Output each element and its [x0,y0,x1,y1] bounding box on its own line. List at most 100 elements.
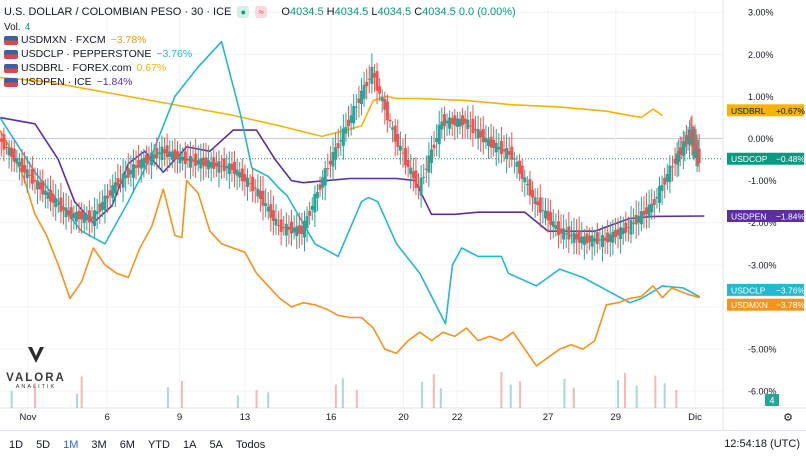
volume-bar [635,385,638,408]
candle-body [284,223,288,236]
candle-body [660,185,664,191]
volume-bar [334,384,337,408]
x-tick-label: 9 [177,412,182,423]
candle-body [163,149,167,154]
candle-body [567,226,571,240]
candle-body [624,222,628,233]
legend-item[interactable]: USDPEN · ICE −1.84% [4,75,516,89]
open-value: 4034.5 [289,6,324,18]
range-button[interactable]: 3M [91,439,107,451]
symbol-title[interactable]: U.S. DOLLAR / COLOMBIAN PESO · 30 · ICE [4,6,232,18]
candle-body [479,130,483,138]
range-button[interactable]: 1D [9,439,24,451]
candle-body [207,160,211,170]
candle-body [543,210,547,219]
legend-item[interactable]: USDCLP · PEPPERSTONE −3.76% [4,47,516,61]
y-tick-label: -5.00% [748,345,777,355]
volume-bar [509,384,512,408]
range-button[interactable]: 6M [119,439,135,451]
candle-body [642,210,646,216]
candle-body [461,115,465,126]
candle-body [678,147,682,155]
badge-value-box [777,104,804,117]
range-button[interactable]: YTD [147,439,170,451]
candle-body [33,180,37,182]
candle-body [562,228,566,240]
candle-body [404,148,408,166]
candle-body [590,235,594,247]
candle-body [225,165,229,169]
candle-body [645,207,649,214]
range-button[interactable]: 5A [209,439,223,451]
candle-body [393,125,397,142]
candle-body [217,161,221,173]
badge-value-box [777,298,804,311]
candle-body [300,225,304,235]
candle-body [80,211,84,220]
series-line-usdbrl[interactable] [0,76,663,138]
badge-label: USDPEN [731,212,766,222]
volume-bar [572,387,575,408]
candle-body [608,234,612,242]
series-line-usdpen[interactable] [0,116,705,232]
candle-body [176,151,180,160]
candle-body [401,152,405,154]
volume-bar [75,393,78,408]
volume-bar [267,392,270,408]
candle-body [212,157,216,169]
candle-body [56,203,60,205]
candle-body [186,158,190,161]
candle-body [569,235,573,237]
utc-clock[interactable]: 12:54:18 (UTC) [724,438,800,450]
candle-body [139,159,143,169]
candle-body [233,161,237,175]
candle-body [38,182,42,190]
candle-body [453,115,457,126]
range-button[interactable]: 1A [182,439,197,451]
ohlc-readout: O4034.5 H4034.5 L4034.5 C4034.5 0.0 (0.0… [281,6,516,18]
candle-body [655,196,659,199]
candle-body [261,190,265,206]
range-button[interactable]: 5D [36,439,51,451]
legend-item[interactable]: USDMXN · FXCM −3.78% [4,33,516,47]
candle-body [613,230,617,238]
wave-icon[interactable]: ≈ [255,6,268,18]
candle-body [585,233,589,244]
candle-body [7,147,11,156]
candle-body [683,141,687,147]
x-tick-label: 13 [240,412,251,423]
y-tick-label: 3.00% [748,8,774,18]
candle-body [230,163,234,171]
legend-item[interactable]: USDBRL · FOREX.com 0.67% [4,61,516,75]
candle-body [380,96,384,102]
x-tick-label: Dic [688,412,702,423]
candle-body [665,174,669,182]
candle-body [417,186,421,188]
gear-icon[interactable]: ⚙ [783,412,793,424]
series-line-usdmxn[interactable] [0,129,700,367]
volume-value: 4 [24,22,31,33]
candle-body [463,118,467,124]
candle-body [559,228,563,234]
volume-bar [255,390,258,408]
candle-body [328,160,332,165]
candle-body [619,227,623,240]
candle-body [323,168,327,186]
candle-body [15,158,19,164]
legend-value: −3.78% [110,34,147,46]
candle-body [442,114,446,127]
volume-bar [675,390,678,408]
legend-value: −1.84% [96,76,133,88]
candle-body [326,168,330,170]
candle-body [98,203,102,212]
range-button[interactable]: 1M [63,439,79,451]
candle-body [46,192,50,199]
candle-body [147,156,151,161]
candle-body [455,118,459,127]
range-button[interactable]: Todos [235,439,266,451]
candle-body [383,99,387,110]
volume-bar [80,376,83,408]
candle-body [181,156,185,161]
candle-body [51,193,55,203]
